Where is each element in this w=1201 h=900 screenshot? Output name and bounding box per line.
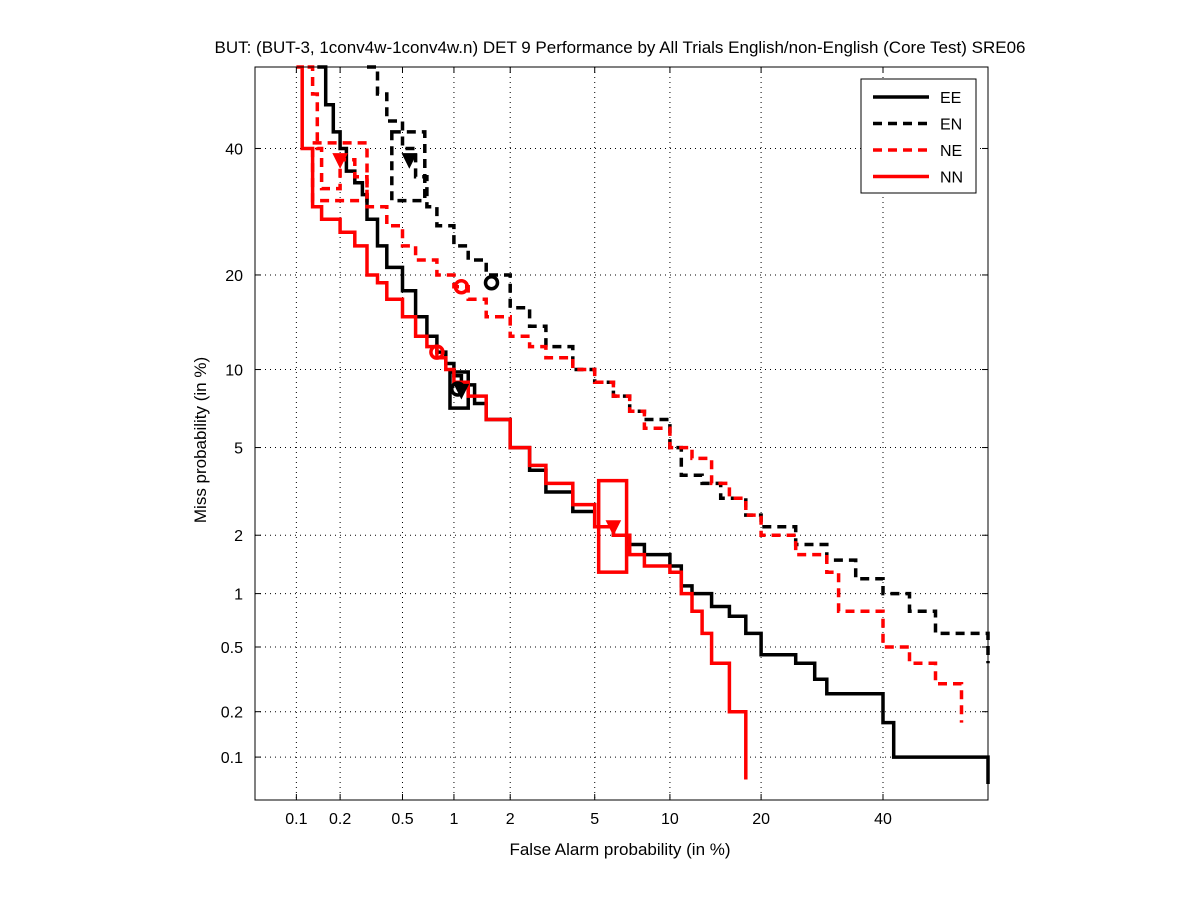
- marker-ne-triangle: [332, 153, 348, 169]
- x-tick-label: 2: [506, 811, 515, 828]
- box-en: [390, 130, 427, 203]
- marker-en-triangle: [401, 153, 418, 169]
- y-axis-ticks: 0.1 0.2 0.5 1 2 5 10 20 40: [221, 141, 988, 767]
- legend: EE EN NE NN: [860, 78, 977, 194]
- chart-title: BUT: (BUT-3, 1conv4w-1conv4w.n) DET 9 Pe…: [215, 38, 1026, 57]
- marker-ne-circle: [453, 279, 470, 295]
- x-tick-label: 10: [661, 811, 679, 828]
- series-ne-line: [307, 65, 964, 723]
- x-tick-label: 40: [874, 811, 892, 828]
- marker-ee-triangle: [453, 383, 470, 400]
- legend-label-ne: NE: [940, 143, 962, 160]
- y-tick-label: 20: [225, 268, 243, 285]
- x-tick-label: 20: [752, 811, 770, 828]
- legend-label-nn: NN: [940, 170, 963, 187]
- y-tick-label: 2: [234, 528, 243, 545]
- y-tick-label: 0.2: [221, 705, 243, 722]
- x-axis-label: False Alarm probability (in %): [509, 840, 730, 859]
- marker-nn-triangle: [605, 520, 622, 536]
- plot-frame: [254, 66, 989, 801]
- y-tick-label: 40: [225, 141, 243, 158]
- y-tick-label: 0.5: [221, 640, 243, 657]
- y-tick-label: 5: [234, 441, 243, 458]
- x-tick-label: 0.5: [391, 811, 413, 828]
- y-tick-label: 10: [225, 363, 243, 380]
- x-tick-label: 1: [449, 811, 458, 828]
- y-tick-label: 0.1: [221, 750, 243, 767]
- grid: [255, 67, 988, 800]
- legend-label-en: EN: [940, 117, 962, 134]
- series-nn-line: [296, 65, 748, 780]
- x-tick-label: 0.1: [285, 811, 307, 828]
- operating-point-markers: [332, 153, 622, 536]
- x-axis-ticks: 0.1 0.2 0.5 1 2 5 10 20 40: [285, 67, 892, 828]
- y-axis-label: Miss probability (in %): [191, 357, 210, 523]
- x-tick-label: 0.2: [329, 811, 351, 828]
- series-lines: [296, 65, 990, 784]
- legend-label-ee: EE: [940, 90, 961, 107]
- marker-nn-circle: [429, 344, 445, 360]
- y-tick-label: 1: [234, 587, 243, 604]
- marker-en-circle: [483, 275, 500, 291]
- x-tick-label: 5: [590, 811, 599, 828]
